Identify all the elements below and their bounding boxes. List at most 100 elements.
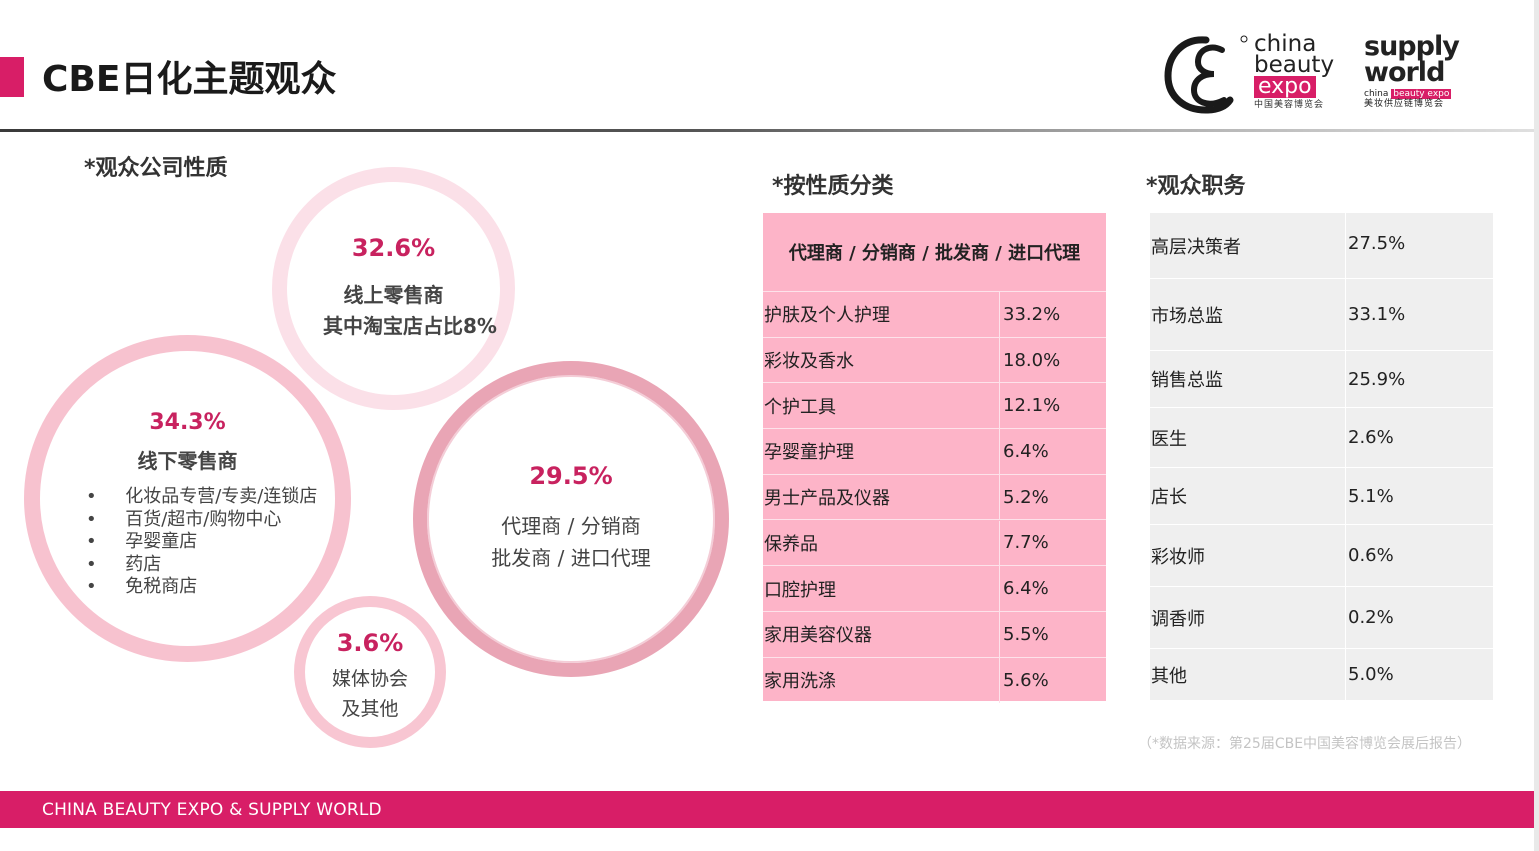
agents-line1: 代理商 / 分销商 — [501, 514, 641, 538]
source-note: （*数据来源：第25届CBE中国美容博览会展后报告） — [1138, 736, 1472, 752]
by-category-title: *按性质分类 — [772, 174, 894, 199]
table-cell-value: 33.1% — [1348, 304, 1406, 325]
header-divider — [0, 129, 1539, 132]
job-titles-title: *观众职务 — [1146, 174, 1246, 199]
offline-item-text: 孕婴童店 — [125, 531, 198, 552]
online-label: 线上零售商 — [343, 283, 444, 307]
table-row: 调香师 0.2% — [1150, 587, 1493, 649]
table-cell-value: 5.5% — [1003, 623, 1049, 645]
table-cell-label: 市场总监 — [1150, 279, 1346, 350]
table-cell-label: 其他 — [1150, 649, 1346, 700]
list-item: • 免税商店 — [86, 576, 198, 597]
agents-percent: 29.5% — [529, 462, 613, 490]
china-beauty-expo-logo: china beauty expo 中国美容博览会 — [1162, 31, 1347, 116]
logo-sub-box: beauty expo — [1391, 89, 1452, 100]
table-cell-value: 0.2% — [1348, 607, 1394, 628]
table-cell-label: 销售总监 — [1150, 351, 1346, 407]
table-cell-label: 孕婴童护理 — [763, 429, 1000, 474]
logo-cn-text: 美妆供应链博览会 — [1364, 99, 1445, 110]
table-cell-label: 男士产品及仪器 — [763, 474, 1000, 520]
agents-circle: 29.5% 代理商 / 分销商 批发商 / 进口代理 — [413, 361, 729, 677]
table-row: 高层决策者 27.5% — [1150, 213, 1493, 279]
table-row: 护肤及个人护理 33.2% — [763, 292, 1106, 338]
table-cell-label: 店长 — [1150, 468, 1346, 524]
offline-label: 线下零售商 — [137, 449, 238, 473]
logo-sub-prefix: china — [1364, 89, 1389, 100]
logo-sub-line: china beauty expo — [1364, 89, 1484, 100]
media-circle: 3.6% 媒体协会 及其他 — [294, 596, 446, 748]
footer-bar — [0, 791, 1534, 828]
table-row: 孕婴童护理 6.4% — [763, 429, 1106, 475]
list-item: • 药店 — [86, 553, 162, 575]
table-cell-label: 调香师 — [1150, 587, 1346, 648]
logo-word-supply: supply — [1364, 31, 1460, 62]
table-cell-value: 6.4% — [1003, 440, 1049, 462]
online-percent: 32.6% — [351, 234, 436, 262]
category-table-header: 代理商 / 分销商 / 批发商 / 进口代理 — [763, 213, 1106, 292]
table-cell-label: 家用洗涤 — [763, 657, 1000, 704]
list-item: • 化妆品专营/专卖/连锁店 — [86, 486, 318, 507]
table-cell-value: 25.9% — [1348, 368, 1406, 390]
page-title: CBE日化主题观众 — [42, 59, 337, 100]
table-row: 彩妆及香水 18.0% — [763, 337, 1106, 384]
category-table: 代理商 / 分销商 / 批发商 / 进口代理 护肤及个人护理 33.2% 彩妆及香… — [763, 213, 1106, 704]
table-row: 彩妆师 0.6% — [1150, 525, 1493, 587]
media-line1: 媒体协会 — [331, 668, 408, 690]
table-cell-value: 5.6% — [1003, 669, 1049, 691]
table-cell-label: 家用美容仪器 — [763, 611, 1000, 657]
table-cell-label: 护肤及个人护理 — [763, 292, 1000, 337]
audience-nature-title: *观众公司性质 — [84, 156, 228, 181]
table-row: 市场总监 33.1% — [1150, 279, 1493, 351]
offline-item-text: 百货/超市/购物中心 — [125, 508, 282, 530]
online-retail-circle: 32.6% 线上零售商 其中淘宝店占比8% — [272, 167, 515, 410]
table-cell-value: 2.6% — [1348, 427, 1394, 448]
table-row: 个护工具 12.1% — [763, 383, 1106, 430]
table-row: 医生 2.6% — [1150, 408, 1493, 468]
logo-word-beauty: beauty — [1254, 51, 1335, 78]
table-cell-label: 彩妆及香水 — [763, 337, 1000, 383]
agents-line2: 批发商 / 进口代理 — [491, 546, 651, 570]
offline-channel-list: • 化妆品专营/专卖/连锁店 • 百货/超市/购物中心 • 孕婴童店 • 药店 … — [86, 486, 317, 599]
table-cell-value: 5.1% — [1348, 485, 1394, 507]
table-cell-value: 6.4% — [1003, 578, 1049, 600]
table-row: 销售总监 25.9% — [1150, 351, 1493, 408]
table-cell-label: 个护工具 — [763, 383, 1000, 429]
ce-emblem-icon — [1164, 35, 1248, 114]
media-percent: 3.6% — [336, 629, 404, 657]
logo-word-world: world — [1364, 56, 1445, 88]
table-row: 口腔护理 6.4% — [763, 566, 1106, 612]
table-cell-label: 口腔护理 — [763, 566, 1000, 611]
table-row: 男士产品及仪器 5.2% — [763, 474, 1106, 521]
table-cell-value: 27.5% — [1348, 233, 1406, 254]
table-row: 保养品 7.7% — [763, 520, 1106, 567]
offline-percent: 34.3% — [149, 410, 226, 435]
table-cell-value: 0.6% — [1348, 545, 1394, 566]
list-item: • 孕婴童店 — [86, 531, 198, 552]
table-cell-label: 彩妆师 — [1150, 525, 1346, 586]
table-row: 家用美容仪器 5.5% — [763, 611, 1106, 658]
table-row: 店长 5.1% — [1150, 468, 1493, 525]
footer-text: CHINA BEAUTY EXPO & SUPPLY WORLD — [42, 800, 382, 820]
title-accent-bar — [0, 57, 24, 97]
job-title-table: 高层决策者 27.5% 市场总监 33.1% 销售总监 25.9% 医生 2.6% 店长… — [1150, 213, 1493, 700]
table-cell-value: 7.7% — [1003, 532, 1049, 554]
offline-item-text: 化妆品专营/专卖/连锁店 — [125, 486, 318, 507]
logo-cn-text: 中国美容博览会 — [1254, 100, 1325, 111]
table-row: 家用洗涤 5.6% — [763, 657, 1106, 704]
table-row: 其他 5.0% — [1150, 649, 1493, 700]
table-cell-label: 医生 — [1150, 408, 1346, 467]
table-cell-value: 18.0% — [1003, 349, 1061, 371]
online-taobao-share: 其中淘宝店占比8% — [323, 314, 497, 338]
media-line2: 及其他 — [341, 698, 399, 720]
table-cell-value: 12.1% — [1003, 395, 1061, 417]
table-cell-value: 5.2% — [1003, 486, 1049, 508]
supply-world-logo: supply world china beauty expo 美妆供应链博览会 — [1364, 31, 1484, 116]
logo-word-china: china — [1254, 31, 1317, 57]
offline-item-text: 免税商店 — [125, 576, 198, 597]
table-cell-value: 33.2% — [1003, 303, 1061, 325]
offline-item-text: 药店 — [125, 553, 162, 575]
table-cell-label: 高层决策者 — [1150, 213, 1346, 278]
right-edge-strip — [1534, 0, 1539, 851]
table-cell-label: 保养品 — [763, 520, 1000, 566]
logo-word-expo: expo — [1254, 76, 1316, 99]
